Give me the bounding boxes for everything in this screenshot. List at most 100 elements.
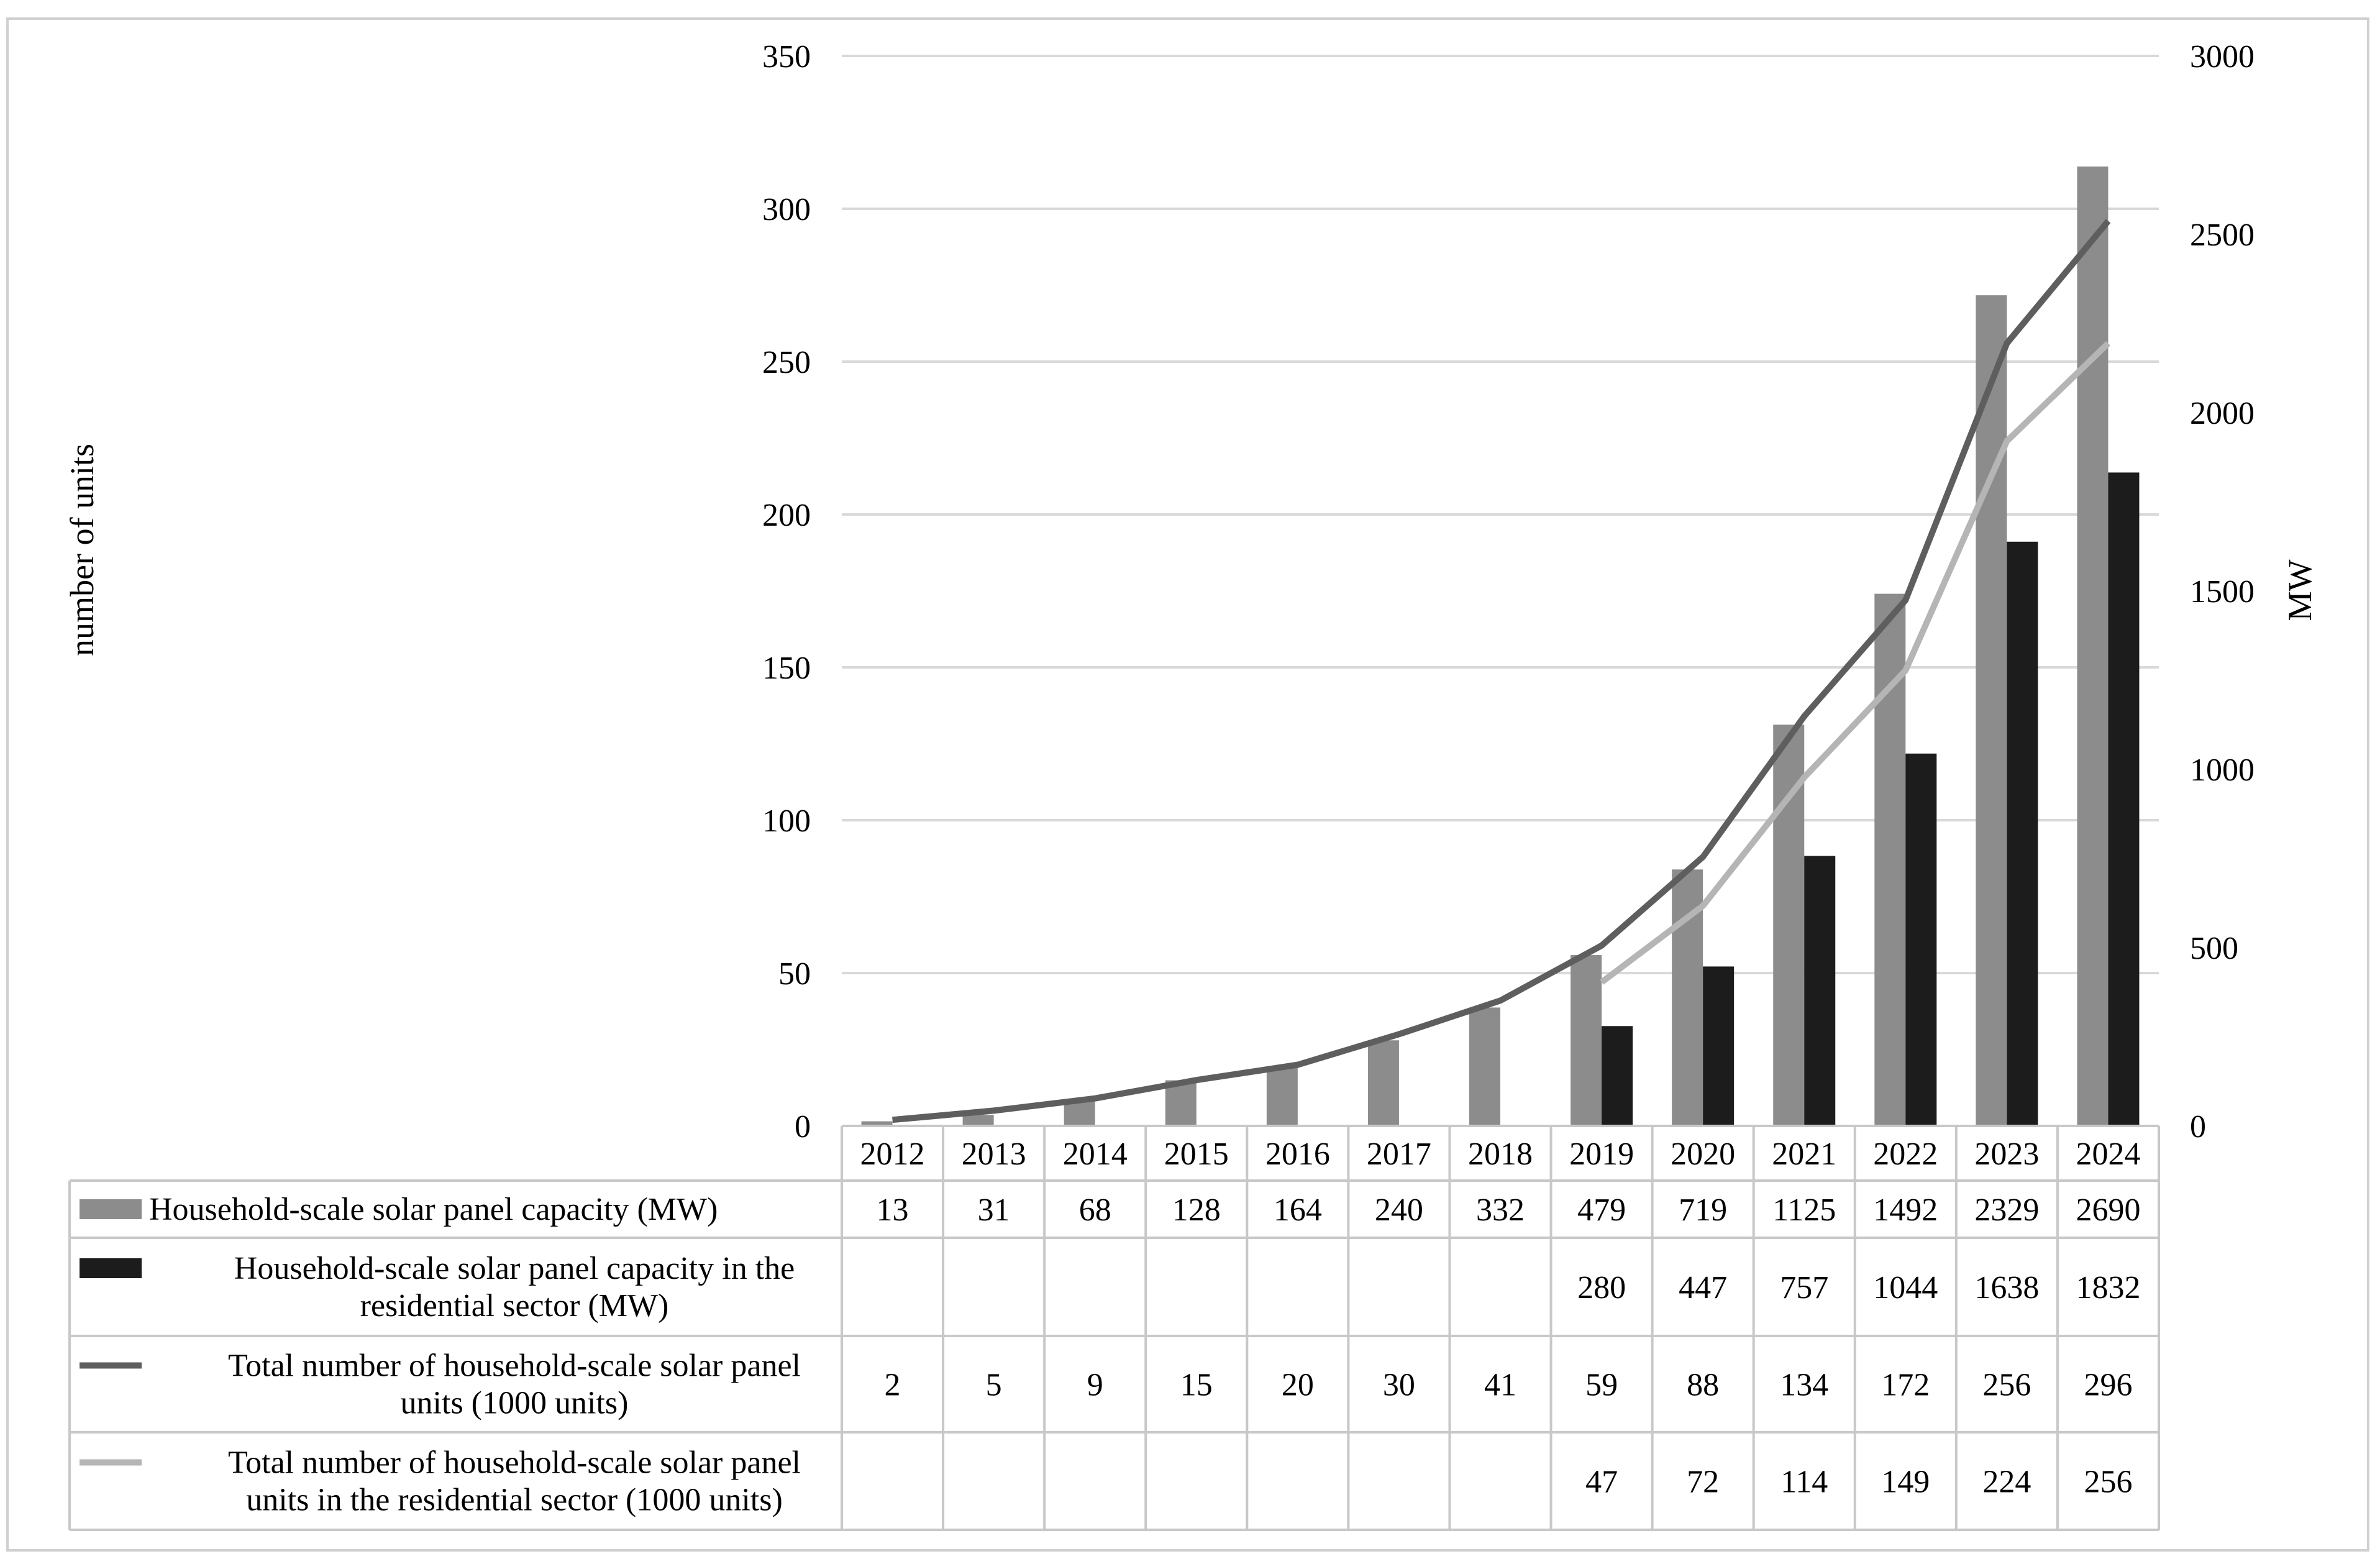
x-axis-tick-label: 2018	[1468, 1136, 1533, 1172]
data-label: 1638	[1974, 1270, 2039, 1306]
right-axis-title: MW	[2281, 559, 2318, 621]
data-label: 447	[1679, 1270, 1727, 1306]
left-axis-tick-label: 100	[762, 803, 811, 839]
legend-label: Total number of household-scale solar pa…	[228, 1445, 801, 1481]
legend-label: Household-scale solar panel capacity (MW…	[149, 1192, 718, 1227]
x-axis-tick-label: 2016	[1265, 1136, 1330, 1172]
data-label: 719	[1679, 1192, 1727, 1228]
legend-key-bar	[80, 1199, 142, 1219]
data-label: 134	[1780, 1368, 1828, 1403]
data-label: 1125	[1772, 1192, 1836, 1228]
data-label: 2	[885, 1368, 901, 1403]
data-label: 31	[978, 1192, 1010, 1228]
bar	[1703, 966, 1735, 1126]
legend-label: units (1000 units)	[401, 1386, 629, 1421]
data-label: 256	[1982, 1368, 2031, 1403]
left-axis-tick-label: 200	[762, 498, 811, 533]
left-axis-title: number of units	[63, 444, 101, 656]
x-axis-tick-label: 2017	[1367, 1136, 1431, 1172]
bar	[2108, 472, 2140, 1126]
data-label: 164	[1274, 1192, 1322, 1228]
x-axis-tick-label: 2012	[860, 1136, 925, 1172]
right-axis-tick-label: 1500	[2190, 574, 2255, 610]
data-label: 30	[1383, 1368, 1415, 1403]
bar	[1266, 1067, 1298, 1126]
right-axis-tick-label: 2500	[2190, 217, 2255, 253]
bar	[1905, 753, 1937, 1126]
right-axis-tick-label: 2000	[2190, 396, 2255, 431]
x-axis-tick-label: 2023	[1974, 1136, 2039, 1172]
left-axis-tick-label: 250	[762, 345, 811, 380]
x-axis-tick-label: 2022	[1873, 1136, 1938, 1172]
bar	[1571, 955, 1602, 1126]
data-label: 5	[986, 1368, 1002, 1403]
right-axis-tick-label: 3000	[2190, 39, 2255, 75]
data-label: 88	[1687, 1368, 1719, 1403]
right-axis-tick-label: 500	[2190, 931, 2238, 966]
data-label: 20	[1282, 1368, 1314, 1403]
series-line	[1600, 341, 2110, 985]
left-axis-tick-label: 350	[762, 39, 811, 75]
lines	[892, 219, 2111, 1123]
x-axis-tick-label: 2013	[962, 1136, 1026, 1172]
x-axis-tick-label: 2015	[1164, 1136, 1229, 1172]
legend-label: Household-scale solar panel capacity in …	[234, 1251, 795, 1286]
bar	[1469, 1007, 1500, 1126]
data-label: 296	[2084, 1368, 2132, 1403]
data-label: 72	[1687, 1465, 1719, 1500]
bars	[861, 166, 2140, 1127]
data-label: 332	[1476, 1192, 1525, 1228]
data-label: 59	[1585, 1368, 1618, 1403]
axes: 0 50 100 150 200 250 300 350 0 500 1000 1500 2000 250…	[762, 39, 2255, 1145]
data-label: 1832	[2076, 1270, 2140, 1306]
data-label: 47	[1585, 1465, 1618, 1500]
legend-key-bar	[80, 1258, 142, 1278]
data-label: 2329	[1974, 1192, 2039, 1228]
data-label: 149	[1881, 1465, 1930, 1500]
data-label: 172	[1881, 1368, 1930, 1403]
gridlines	[842, 55, 2159, 974]
data-label: 15	[1180, 1368, 1213, 1403]
bar	[2077, 166, 2109, 1127]
data-label: 114	[1780, 1465, 1828, 1500]
data-label: 2690	[2076, 1192, 2140, 1228]
bar	[1773, 725, 1805, 1126]
legend-label: residential sector (MW)	[360, 1288, 669, 1324]
data-label: 9	[1087, 1368, 1103, 1403]
bar	[861, 1121, 893, 1126]
bar	[1064, 1101, 1095, 1126]
bar	[1804, 856, 1836, 1126]
data-label: 240	[1375, 1192, 1423, 1228]
data-label: 757	[1780, 1270, 1828, 1306]
right-axis-tick-label: 0	[2190, 1109, 2206, 1145]
data-label: 13	[877, 1192, 909, 1228]
x-axis-tick-label: 2020	[1671, 1136, 1735, 1172]
data-label: 1044	[1873, 1270, 1938, 1306]
data-label: 1492	[1873, 1192, 1938, 1228]
data-table: 2012 2013 2014 2015 2016 2017 2018 2019 2020 2021…	[68, 1125, 2160, 1531]
data-label: 41	[1484, 1368, 1516, 1403]
data-label: 256	[2084, 1465, 2132, 1500]
bar	[1976, 295, 2007, 1126]
legend-label: Total number of household-scale solar pa…	[228, 1348, 801, 1384]
series-line	[892, 219, 2111, 1123]
legend-label: units in the residential sector (1000 un…	[246, 1483, 783, 1518]
bar	[1602, 1026, 1633, 1126]
data-label: 280	[1577, 1270, 1626, 1306]
left-axis-tick-label: 150	[762, 651, 811, 686]
x-axis-tick-label: 2014	[1063, 1136, 1128, 1172]
left-axis-tick-label: 300	[762, 192, 811, 227]
data-label: 224	[1982, 1465, 2031, 1500]
left-axis-tick-label: 50	[778, 956, 811, 992]
x-axis-tick-label: 2021	[1772, 1136, 1836, 1172]
bar	[2007, 541, 2038, 1126]
data-label: 68	[1079, 1192, 1111, 1228]
bar	[1367, 1040, 1399, 1126]
bar	[962, 1115, 994, 1126]
x-axis-tick-label: 2024	[2076, 1136, 2140, 1172]
chart-border	[6, 17, 2369, 1552]
x-axis-tick-label: 2019	[1569, 1136, 1634, 1172]
data-label: 128	[1172, 1192, 1221, 1228]
right-axis-tick-label: 1000	[2190, 752, 2255, 788]
